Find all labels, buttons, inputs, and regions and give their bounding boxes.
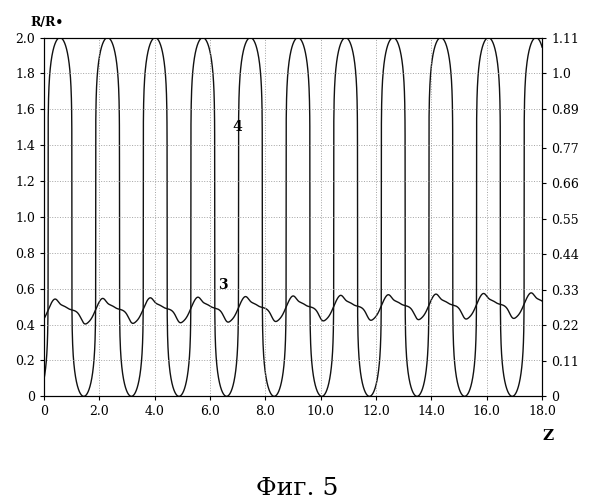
Text: Фиг. 5: Фиг. 5	[256, 477, 338, 500]
Text: Z: Z	[542, 428, 553, 442]
Text: 4: 4	[232, 120, 242, 134]
Text: R/R•: R/R•	[30, 16, 64, 28]
Text: 3: 3	[218, 278, 228, 291]
